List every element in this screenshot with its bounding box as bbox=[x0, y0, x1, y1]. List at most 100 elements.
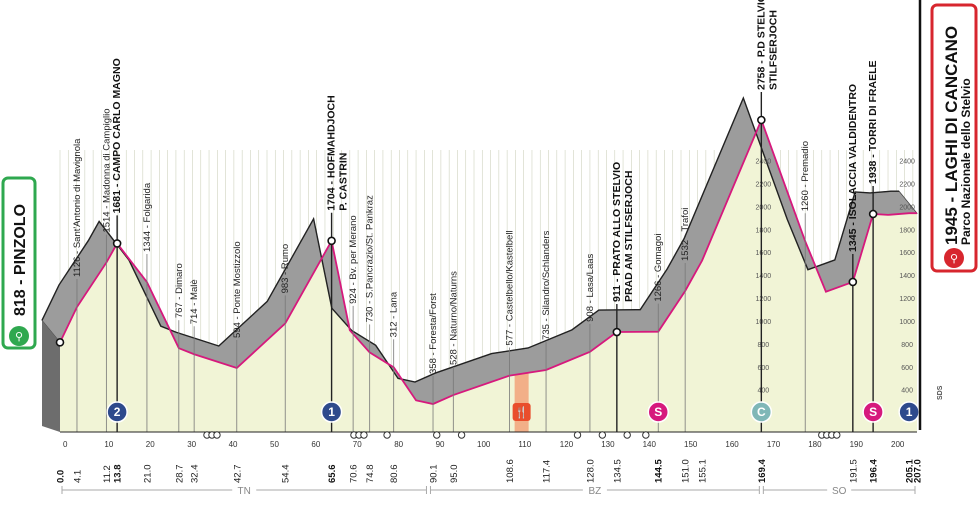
summit-marker bbox=[868, 209, 878, 219]
svg-text:⚲: ⚲ bbox=[950, 252, 958, 265]
stage-badges: 2 1 🍴 S C S 1 bbox=[106, 401, 920, 423]
distance-tick: 80 bbox=[394, 440, 403, 449]
km-label: 11.2 bbox=[102, 465, 113, 483]
place-label: 1345 - ISOLACCIA VALDIDENTRO bbox=[847, 84, 859, 252]
km-label: 205.1 bbox=[905, 459, 916, 483]
place-label: 1532 - Trafoi bbox=[680, 208, 691, 261]
distance-tick: 90 bbox=[436, 440, 445, 449]
place-label: 1260 - Premadio bbox=[800, 141, 811, 211]
place-label: 577 - Castelbello/Kastelbell bbox=[505, 230, 516, 345]
tunnel-icon bbox=[598, 431, 607, 439]
tunnel-icon bbox=[360, 431, 368, 439]
region-label: TN bbox=[238, 486, 251, 497]
km-label: 32.4 bbox=[190, 465, 201, 484]
distance-tick: 120 bbox=[560, 440, 574, 449]
altitude-tick: 1200 bbox=[899, 296, 915, 303]
altitude-tick: 1000 bbox=[756, 319, 772, 326]
km-label: 191.5 bbox=[848, 459, 859, 483]
km-label: 151.0 bbox=[681, 459, 692, 483]
altitude-tick: 800 bbox=[901, 342, 913, 349]
place-label: 767 - Dimaro bbox=[174, 263, 185, 318]
gpm1-badge-label: 1 bbox=[328, 405, 335, 419]
summit-marker bbox=[327, 236, 336, 246]
sprint-badge bbox=[862, 401, 884, 423]
place-label-line2: P. CASTRIN bbox=[338, 153, 350, 211]
distance-tick: 20 bbox=[146, 440, 155, 449]
svg-text:⚲: ⚲ bbox=[15, 330, 23, 343]
altitude-tick: 2400 bbox=[756, 159, 772, 166]
km-label: 108.6 bbox=[505, 459, 516, 483]
km-label: 4.1 bbox=[72, 470, 83, 483]
altitude-tick: 800 bbox=[757, 342, 769, 349]
region-label-bg bbox=[232, 484, 257, 496]
altitude-tick: 2000 bbox=[899, 204, 915, 211]
distance-tick: 110 bbox=[518, 440, 531, 449]
altitude-tick: 600 bbox=[757, 365, 769, 372]
tunnel-icon bbox=[573, 431, 582, 439]
sprint-badge-label: S bbox=[654, 405, 662, 419]
km-label: 42.7 bbox=[232, 465, 243, 484]
sprint-badge-label: S bbox=[869, 405, 877, 419]
km-label: 74.8 bbox=[365, 465, 376, 484]
region-bar: TN BZ SO bbox=[61, 484, 916, 497]
gpm2-badge-label: 2 bbox=[114, 405, 121, 419]
km-label: 13.8 bbox=[113, 465, 124, 484]
sds-label: SDS bbox=[937, 385, 944, 400]
altitude-tick: 2400 bbox=[899, 159, 915, 166]
place-label: 1704 - HOFMAHDJOCH bbox=[326, 95, 338, 211]
place-label: 1514 - Madonna di Campiglio bbox=[101, 108, 112, 232]
km-label: 65.6 bbox=[327, 465, 338, 484]
altitude-tick: 400 bbox=[901, 388, 913, 395]
bike-icon bbox=[9, 326, 29, 346]
place-label-line2: STILFSERJOCH bbox=[767, 10, 779, 90]
distance-tick: 30 bbox=[187, 440, 196, 449]
place-stems bbox=[55, 92, 878, 432]
altitude-tick: 1400 bbox=[756, 273, 772, 280]
distance-tick: 200 bbox=[891, 440, 905, 449]
altitude-tick: 1000 bbox=[899, 319, 915, 326]
road-side bbox=[42, 320, 60, 432]
altitude-tick: 400 bbox=[757, 388, 769, 395]
km-label: 21.0 bbox=[142, 465, 153, 484]
place-label: 2758 - P.D STELVIO bbox=[755, 0, 767, 90]
finish-box: 1945 - LAGHI DI CANCANO Parco Nazionale … bbox=[918, 0, 978, 430]
place-label: 735 - Silandro/Schlanders bbox=[541, 230, 552, 340]
place-label: 1266 - Gomagoi bbox=[653, 234, 664, 302]
tunnel-icon bbox=[642, 431, 650, 439]
altitude-axis: 400 400 600 600 800 800 1000 1000 1200 1200 1400 14… bbox=[756, 159, 915, 395]
altitude-tick: 600 bbox=[901, 365, 913, 372]
km-label: 90.1 bbox=[429, 465, 440, 484]
km-label: 196.4 bbox=[869, 459, 880, 483]
distance-tick: 150 bbox=[684, 440, 698, 449]
region-label-bg bbox=[582, 484, 607, 496]
cima-badge-label: C bbox=[757, 405, 766, 419]
km-label: 80.6 bbox=[389, 465, 400, 484]
distance-axis: 0 10 20 30 40 50 60 70 80 90 100 110 120 130 140 150 160… bbox=[60, 431, 917, 449]
distance-tick: 170 bbox=[767, 440, 781, 449]
place-labels: 1126 - Sant'Antonio di Mavignola 1514 - M… bbox=[72, 0, 879, 374]
start-marker bbox=[55, 338, 65, 347]
region-label: SO bbox=[832, 486, 847, 497]
place-label: 714 - Malè bbox=[189, 279, 200, 324]
km-label: 169.4 bbox=[757, 459, 768, 483]
km-label: 54.4 bbox=[281, 465, 292, 484]
feed-icon bbox=[512, 403, 531, 421]
tunnel-icon bbox=[623, 431, 631, 439]
start-box: 818 - PINZOLO ⚲ bbox=[1, 176, 37, 350]
tunnel-icon bbox=[833, 431, 841, 439]
region-label-bg bbox=[827, 484, 852, 496]
tunnel-icon bbox=[433, 431, 441, 439]
altitude-tick: 1600 bbox=[756, 250, 772, 257]
altitude-tick: 2000 bbox=[756, 204, 772, 211]
km-label: 128.0 bbox=[585, 459, 596, 483]
km-label: 0.0 bbox=[56, 470, 67, 483]
km-label: 117.4 bbox=[542, 460, 553, 483]
distance-tick: 180 bbox=[808, 440, 822, 449]
km-labels: 0.0 4.1 11.2 13.8 21.0 28.7 32.4 42.7 54.4 65.6 70… bbox=[56, 459, 924, 483]
km-label: 207.0 bbox=[913, 459, 924, 483]
finish-sublabel: Parco Nazionale dello Stelvio bbox=[959, 78, 973, 245]
cima-badge bbox=[750, 401, 773, 423]
place-label: 730 - S.Pancrazio/St. Pankraz bbox=[365, 195, 376, 323]
altitude-tick: 1200 bbox=[756, 296, 772, 303]
